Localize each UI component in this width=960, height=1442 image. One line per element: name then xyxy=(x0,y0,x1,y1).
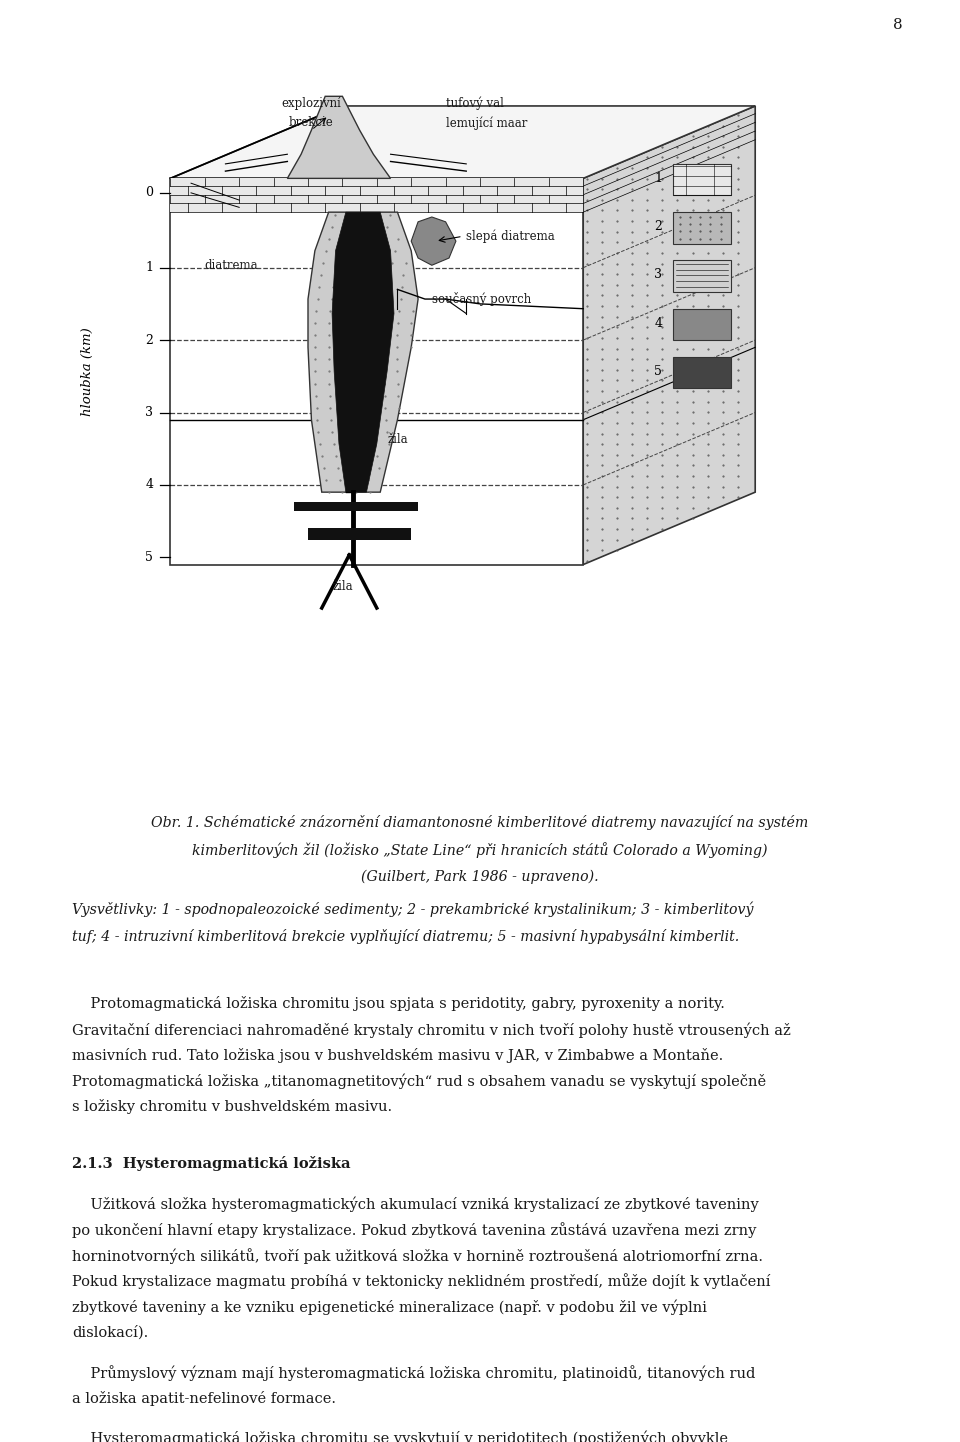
Text: 1: 1 xyxy=(655,172,662,185)
Text: 1: 1 xyxy=(145,261,154,274)
Text: 5: 5 xyxy=(145,551,154,564)
Bar xyxy=(673,309,732,340)
Polygon shape xyxy=(308,212,418,492)
Text: s ložisky chromitu v bushveldském masivu.: s ložisky chromitu v bushveldském masivu… xyxy=(72,1099,392,1115)
Text: Pokud krystalizace magmatu probíhá v tektonicky neklidném prostředí, může dojít : Pokud krystalizace magmatu probíhá v tek… xyxy=(72,1273,771,1289)
Text: 2: 2 xyxy=(145,333,154,346)
Text: hloubka (km): hloubka (km) xyxy=(82,327,94,415)
Text: žila: žila xyxy=(387,433,408,446)
Text: lemující maar: lemující maar xyxy=(445,117,527,130)
Text: brekcie: brekcie xyxy=(289,117,334,130)
Text: 0: 0 xyxy=(145,186,154,199)
Polygon shape xyxy=(332,212,394,492)
Text: Hysteromagmatická ložiska chromitu se vyskytují v peridotitech (postižených obvy: Hysteromagmatická ložiska chromitu se vy… xyxy=(72,1430,728,1442)
Bar xyxy=(673,358,732,388)
Text: masivních rud. Tato ložiska jsou v bushveldském masivu v JAR, v Zimbabwe a Monta: masivních rud. Tato ložiska jsou v bushv… xyxy=(72,1048,723,1063)
Text: po ukončení hlavní etapy krystalizace. Pokud zbytková tavenina zůstává uzavřena : po ukončení hlavní etapy krystalizace. P… xyxy=(72,1223,756,1239)
Text: Protomagmatická ložiska „titanomagnetitových“ rud s obsahem vanadu se vyskytují : Protomagmatická ložiska „titanomagnetito… xyxy=(72,1073,766,1089)
Text: explozivní: explozivní xyxy=(281,97,342,110)
Bar xyxy=(170,179,583,565)
Bar xyxy=(673,261,732,291)
Text: 4: 4 xyxy=(145,479,154,492)
Text: Protomagmatická ložiska chromitu jsou spjata s peridotity, gabry, pyroxenity a n: Protomagmatická ložiska chromitu jsou sp… xyxy=(72,996,725,1011)
Text: 2.1.3  Hysteromagmatická ložiska: 2.1.3 Hysteromagmatická ložiska xyxy=(72,1156,350,1171)
Text: Obr. 1. Schématické znázornění diamantonosné kimberlitové diatremy navazující na: Obr. 1. Schématické znázornění diamanton… xyxy=(152,815,808,829)
Text: dislokací).: dislokací). xyxy=(72,1325,148,1340)
Text: Gravitační diferenciaci nahromaděné krystaly chromitu v nich tvoří polohy hustě : Gravitační diferenciaci nahromaděné krys… xyxy=(72,1022,791,1038)
Text: žila: žila xyxy=(332,580,352,593)
Text: (Guilbert, Park 1986 - upraveno).: (Guilbert, Park 1986 - upraveno). xyxy=(361,870,599,884)
Polygon shape xyxy=(170,105,756,179)
Text: 3: 3 xyxy=(145,407,154,420)
Bar xyxy=(673,212,732,244)
Bar xyxy=(673,164,732,195)
Text: současný povrch: současný povrch xyxy=(432,293,531,306)
Text: zbytkové taveniny a ke vzniku epigenetické mineralizace (např. v podobu žil ve v: zbytkové taveniny a ke vzniku epigenetic… xyxy=(72,1299,707,1315)
Bar xyxy=(170,179,583,212)
Text: 4: 4 xyxy=(655,317,662,330)
Text: 2: 2 xyxy=(655,221,662,234)
Polygon shape xyxy=(287,97,391,179)
Text: diatrema: diatrema xyxy=(204,258,258,271)
Text: 5: 5 xyxy=(655,365,662,378)
Text: a ložiska apatit-nefelinové formace.: a ložiska apatit-nefelinové formace. xyxy=(72,1390,336,1406)
Bar xyxy=(308,528,411,541)
Polygon shape xyxy=(411,216,456,265)
Text: tuf; 4 - intruzivní kimberlitová brekcie vyplňující diatremu; 5 - masivní hypaby: tuf; 4 - intruzivní kimberlitová brekcie… xyxy=(72,929,739,943)
Text: Užitková složka hysteromagmatických akumulací vzniká krystalizací ze zbytkové ta: Užitková složka hysteromagmatických akum… xyxy=(72,1197,758,1213)
Polygon shape xyxy=(583,105,756,565)
Text: 8: 8 xyxy=(893,17,902,32)
Text: tufový val: tufový val xyxy=(445,97,503,110)
Bar xyxy=(294,502,418,512)
Text: slepá diatrema: slepá diatrema xyxy=(467,229,555,244)
Text: 3: 3 xyxy=(655,268,662,281)
Text: Průmyslový význam mají hysteromagmatická ložiska chromitu, platinoidů, titanovýc: Průmyslový význam mají hysteromagmatická… xyxy=(72,1366,756,1381)
Text: Vysvětlivky: 1 - spodnopaleozoické sedimenty; 2 - prekambrické krystalinikum; 3 : Vysvětlivky: 1 - spodnopaleozoické sedim… xyxy=(72,901,754,917)
Text: horninotvorných silikátů, tvoří pak užitková složka v hornině roztroušená alotri: horninotvorných silikátů, tvoří pak užit… xyxy=(72,1247,763,1263)
Text: kimberlitových žil (ložisko „State Line“ při hranicích států Colorado a Wyoming): kimberlitových žil (ložisko „State Line“… xyxy=(192,842,768,858)
